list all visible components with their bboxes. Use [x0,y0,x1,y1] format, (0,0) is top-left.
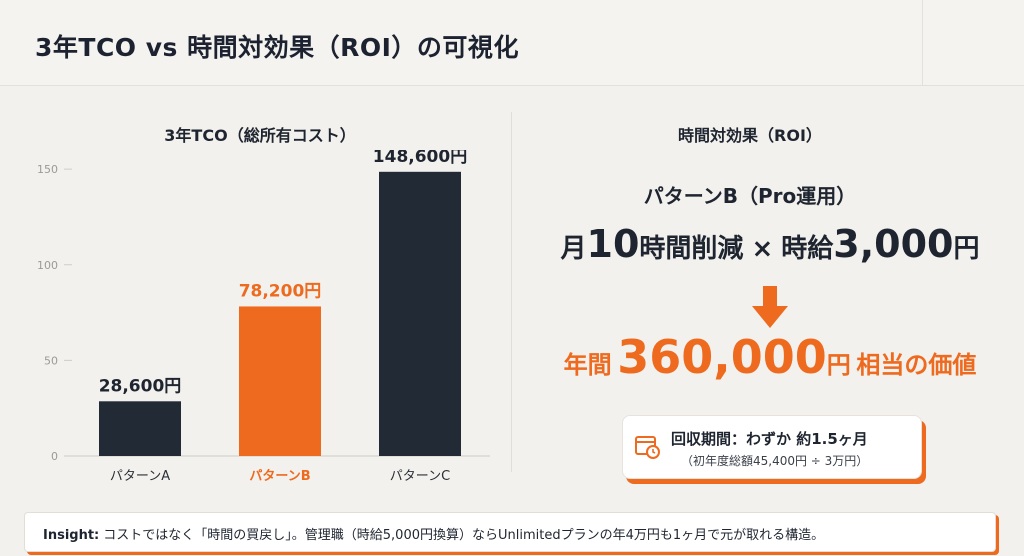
y-tick-label: 0 [51,450,58,463]
bar-2 [239,306,321,456]
payback-detail: （初年度総額45,400円 ÷ 3万円） [681,454,869,468]
page-title: 3年TCO vs 時間対効果（ROI）の可視化 [35,33,519,62]
x-tick-label: パターンC [390,469,450,484]
y-tick-label: 50 [44,354,58,367]
annual-value-amount: 360,000 [617,330,827,384]
panel-divider [511,112,512,472]
formula-rate-label: 時給 [781,234,834,264]
calendar-clock-icon [635,436,660,459]
roi-pattern-label: パターンB（Pro運用） [643,184,857,208]
bar-3 [379,171,461,457]
roi-panel-title: 時間対効果（ROI） [678,126,822,145]
y-tick-label: 100 [37,259,58,272]
formula-hours: 10 [586,222,640,266]
bar-value-label: 28,600円 [99,376,182,396]
bar-value-label: 148,600円 [373,150,467,167]
bar-1 [99,401,181,456]
annual-value-yen: 円 [826,351,851,379]
formula-yen: 円 [953,234,980,264]
tco-panel-title: 3年TCO（総所有コスト） [164,126,356,145]
insight-bar: Insight: コストではなく「時間の買戻し」。管理職（時給5,000円換算）な… [24,512,996,552]
header-divider [922,0,923,86]
annual-value: 年間 360,000円 相当の価値 [520,330,1020,384]
payback-card: 回収期間：わずか 約1.5ヶ月 （初年度総額45,400円 ÷ 3万円） [622,415,922,479]
header: 3年TCO vs 時間対効果（ROI）の可視化 [0,0,1024,86]
y-tick-label: 150 [37,163,58,176]
annual-value-prefix: 年間 [563,351,612,379]
formula-rate: 3,000 [833,222,954,266]
x-tick-label: パターンB [249,469,310,484]
arrow-down-icon [752,286,788,328]
roi-formula: 月10時間削減 × 時給3,000円 [520,222,1020,266]
annual-value-suffix: 相当の価値 [856,351,977,379]
formula-times: × [751,234,774,264]
formula-month: 月 [560,234,587,264]
insight-label: Insight: [43,528,100,543]
insight-text: コストではなく「時間の買戻し」。管理職（時給5,000円換算）ならUnlimit… [103,528,825,543]
payback-period: 回収期間：わずか 約1.5ヶ月 [671,430,868,448]
x-tick-label: パターンA [110,469,170,484]
bar-value-label: 78,200円 [239,281,322,301]
formula-hours-label: 時間削減 [639,234,744,264]
